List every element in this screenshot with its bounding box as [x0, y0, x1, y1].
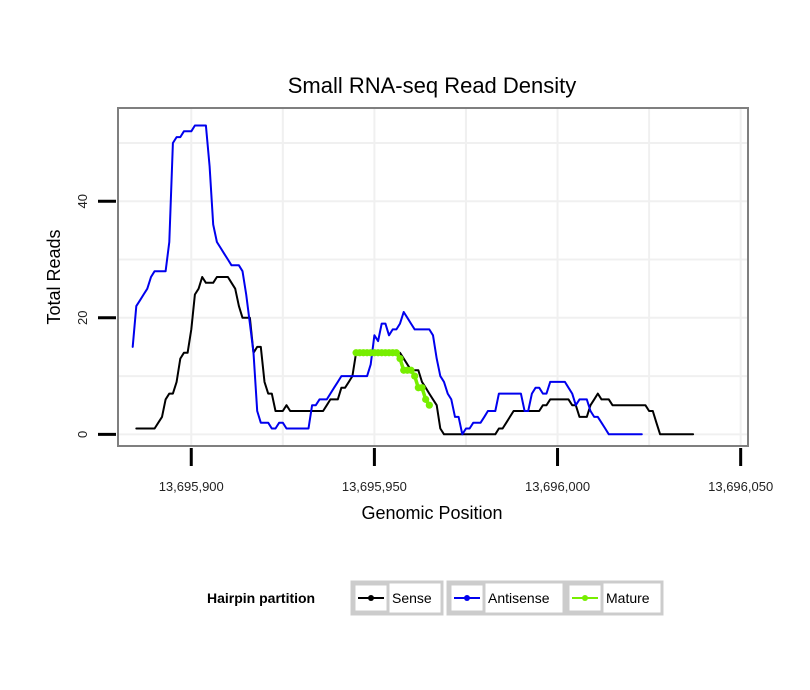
legend-key-dot	[368, 595, 374, 601]
mature-point	[422, 395, 430, 403]
grid	[118, 108, 748, 446]
legend-item-mature: Mature	[564, 580, 664, 616]
mature-point	[396, 354, 404, 363]
legend-key-dot	[582, 595, 588, 601]
x-tick-label: 13,695,900	[159, 479, 224, 494]
series-mature	[352, 349, 433, 409]
legend-label: Antisense	[488, 590, 550, 606]
legend-title: Hairpin partition	[207, 590, 315, 606]
chart-title: Small RNA-seq Read Density	[288, 73, 577, 98]
legend-item-antisense: Antisense	[446, 580, 566, 616]
y-tick-label: 40	[75, 194, 90, 208]
plot-border	[117, 107, 749, 447]
plot-panel	[118, 108, 748, 446]
series-line-antisense	[131, 124, 643, 436]
legend-label: Sense	[392, 590, 432, 606]
series-antisense	[131, 124, 643, 436]
y-tick-label: 20	[75, 311, 90, 325]
x-axis: 13,695,900 13,695,950 13,696,000 13,696,050	[159, 448, 773, 494]
mature-point	[425, 401, 433, 409]
mature-point	[411, 372, 419, 380]
y-axis: 0 20 40	[75, 194, 116, 438]
legend-label: Mature	[606, 590, 650, 606]
y-tick-label: 0	[75, 431, 90, 438]
legend-item-sense: Sense	[350, 580, 444, 616]
x-tick-label: 13,696,050	[708, 479, 773, 494]
mature-point	[418, 384, 426, 392]
x-tick-label: 13,696,000	[525, 479, 590, 494]
x-tick-label: 13,695,950	[342, 479, 407, 494]
y-axis-title: Total Reads	[44, 229, 64, 324]
series-layer	[131, 124, 695, 436]
legend-key-dot	[464, 595, 470, 601]
mature-point	[407, 366, 415, 374]
legend: Hairpin partition Sense Antisense Mature	[207, 580, 664, 616]
x-axis-title: Genomic Position	[361, 503, 502, 523]
mature-point	[392, 349, 400, 357]
